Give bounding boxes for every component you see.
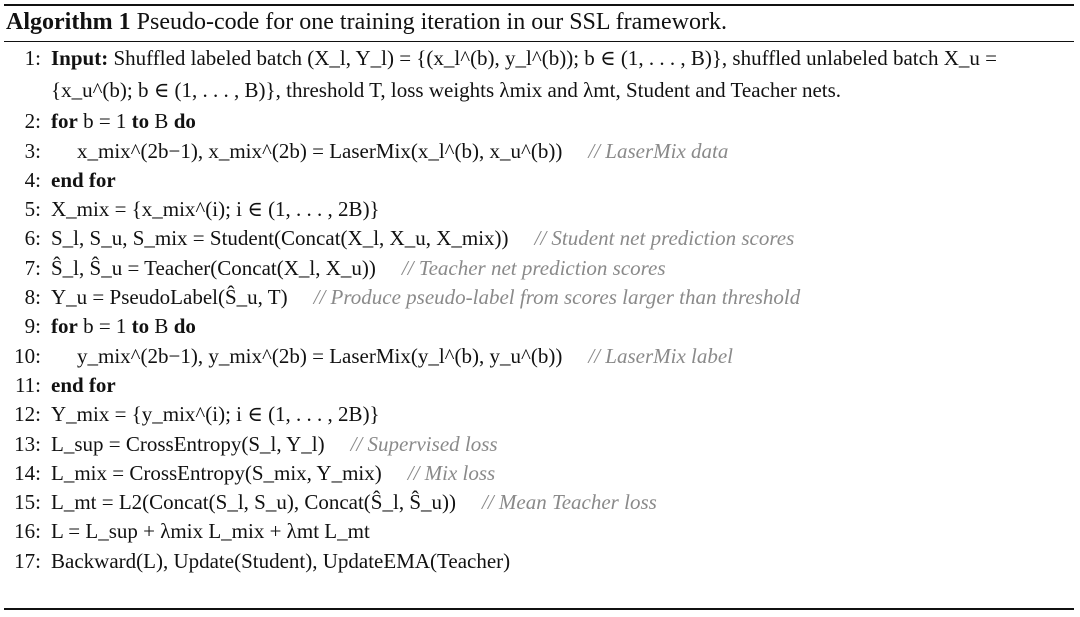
line-code: Y_u = PseudoLabel(Ŝ_u, T) // Produce pseu… — [51, 283, 800, 312]
algo-line: 17: Backward(L), Update(Student), Update… — [0, 547, 1080, 576]
algo-line: {x_u^(b); b ∈ (1, . . . , B)}, threshold… — [0, 73, 1080, 107]
algorithm-title: Algorithm 1 Pseudo-code for one training… — [6, 5, 727, 39]
line-comment: // Mix loss — [407, 460, 496, 485]
line-comment: // Mean Teacher loss — [481, 490, 657, 515]
line-number: 10: — [14, 343, 41, 368]
line-number: 14: — [14, 460, 41, 485]
algo-line: 1: Input: Shuffled labeled batch (X_l, Y… — [0, 44, 1080, 73]
line-number: 1: — [24, 46, 41, 70]
line-number: 2: — [24, 109, 41, 134]
line-code: end for — [51, 372, 116, 397]
algo-line: 16: L = L_sup + λmix L_mix + λmt L_mt — [0, 517, 1080, 546]
line-text: Y_u = PseudoLabel(Ŝ_u, T) — [51, 285, 288, 310]
line-number: 5: — [24, 197, 41, 222]
line-comment: // LaserMix data — [588, 138, 729, 163]
algo-line: 13: L_sup = CrossEntropy(S_l, Y_l) // Sup… — [0, 430, 1080, 459]
algo-line: 2: for b = 1 to B do — [0, 107, 1080, 136]
line-code: S_l, S_u, S_mix = Student(Concat(X_l, X_… — [51, 224, 794, 253]
line-comment: // Teacher net prediction scores — [401, 255, 666, 280]
algo-line: 14: L_mix = CrossEntropy(S_mix, Y_mix) //… — [0, 459, 1080, 488]
line-text: Ŝ_l, Ŝ_u = Teacher(Concat(X_l, X_u)) — [51, 255, 376, 280]
line-code: L_mix = CrossEntropy(S_mix, Y_mix) // Mix… — [51, 459, 495, 488]
algo-line: 11: end for — [0, 371, 1080, 400]
line-number: 13: — [14, 431, 41, 456]
line-text: S_l, S_u, S_mix = Student(Concat(X_l, X_… — [51, 226, 509, 251]
algo-line: 3: x_mix^(2b−1), x_mix^(2b) = LaserMix(x… — [0, 137, 1080, 166]
algo-line: 7: Ŝ_l, Ŝ_u = Teacher(Concat(X_l, X_u)) /… — [0, 254, 1080, 283]
line-text: L_mix = CrossEntropy(S_mix, Y_mix) — [51, 460, 382, 485]
algo-line: 5: X_mix = {x_mix^(i); i ∈ (1, . . . , 2… — [0, 195, 1080, 224]
top-rule — [4, 4, 1074, 6]
line-code: y_mix^(2b−1), y_mix^(2b) = LaserMix(y_l^… — [77, 342, 733, 371]
header-rule — [4, 41, 1074, 42]
algo-line: 6: S_l, S_u, S_mix = Student(Concat(X_l,… — [0, 224, 1080, 253]
line-number: 3: — [24, 138, 41, 163]
algorithm-lines: 1: Input: Shuffled labeled batch (X_l, Y… — [0, 44, 1080, 576]
line-code: for b = 1 to B do — [51, 109, 196, 134]
line-number: 6: — [24, 226, 41, 251]
line-comment: // Supervised loss — [350, 431, 498, 456]
line-code: x_mix^(2b−1), x_mix^(2b) = LaserMix(x_l^… — [77, 137, 728, 166]
line-code: {x_u^(b); b ∈ (1, . . . , B)}, threshold… — [51, 78, 842, 103]
line-text: L_sup = CrossEntropy(S_l, Y_l) — [51, 431, 325, 456]
algo-line: 4: end for — [0, 166, 1080, 195]
line-number: 11: — [14, 372, 41, 397]
line-code: L_sup = CrossEntropy(S_l, Y_l) // Supervi… — [51, 430, 498, 459]
algo-line: 12: Y_mix = {y_mix^(i); i ∈ (1, . . . , … — [0, 400, 1080, 429]
algo-line: 8: Y_u = PseudoLabel(Ŝ_u, T) // Produce p… — [0, 283, 1080, 312]
line-text: y_mix^(2b−1), y_mix^(2b) = LaserMix(y_l^… — [77, 343, 563, 368]
line-text: L_mt = L2(Concat(S_l, S_u), Concat(Ŝ_l, … — [51, 490, 456, 515]
line-code: Y_mix = {y_mix^(i); i ∈ (1, . . . , 2B)} — [51, 402, 380, 427]
algo-line: 10: y_mix^(2b−1), y_mix^(2b) = LaserMix(… — [0, 342, 1080, 371]
line-number: 4: — [24, 167, 41, 192]
algorithm-label: Algorithm 1 — [6, 9, 131, 35]
line-number: 9: — [24, 314, 41, 339]
line-number: 15: — [14, 490, 41, 515]
line-code: X_mix = {x_mix^(i); i ∈ (1, . . . , 2B)} — [51, 197, 380, 222]
line-number: 12: — [14, 402, 41, 427]
line-code: Backward(L), Update(Student), UpdateEMA(… — [51, 548, 511, 573]
line-code: Ŝ_l, Ŝ_u = Teacher(Concat(X_l, X_u)) // T… — [51, 254, 666, 283]
line-comment: // LaserMix label — [588, 343, 734, 368]
line-code: L_mt = L2(Concat(S_l, S_u), Concat(Ŝ_l, … — [51, 488, 657, 517]
line-number: 17: — [14, 548, 41, 573]
line-comment: // Produce pseudo-label from scores larg… — [313, 285, 801, 310]
line-number: 16: — [14, 519, 41, 544]
line-code: Input: Shuffled labeled batch (X_l, Y_l)… — [51, 46, 997, 70]
algo-line: 15: L_mt = L2(Concat(S_l, S_u), Concat(Ŝ… — [0, 488, 1080, 517]
line-code: end for — [51, 167, 116, 192]
line-code: for b = 1 to B do — [51, 314, 196, 339]
line-comment: // Student net prediction scores — [534, 226, 795, 251]
line-number: 7: — [24, 255, 41, 280]
bottom-rule — [4, 608, 1074, 610]
line-text: x_mix^(2b−1), x_mix^(2b) = LaserMix(x_l^… — [77, 138, 563, 163]
algo-line: 9: for b = 1 to B do — [0, 312, 1080, 341]
line-code: L = L_sup + λmix L_mix + λmt L_mt — [51, 519, 370, 544]
algorithm-caption: Pseudo-code for one training iteration i… — [136, 9, 727, 35]
line-number: 8: — [24, 285, 41, 310]
